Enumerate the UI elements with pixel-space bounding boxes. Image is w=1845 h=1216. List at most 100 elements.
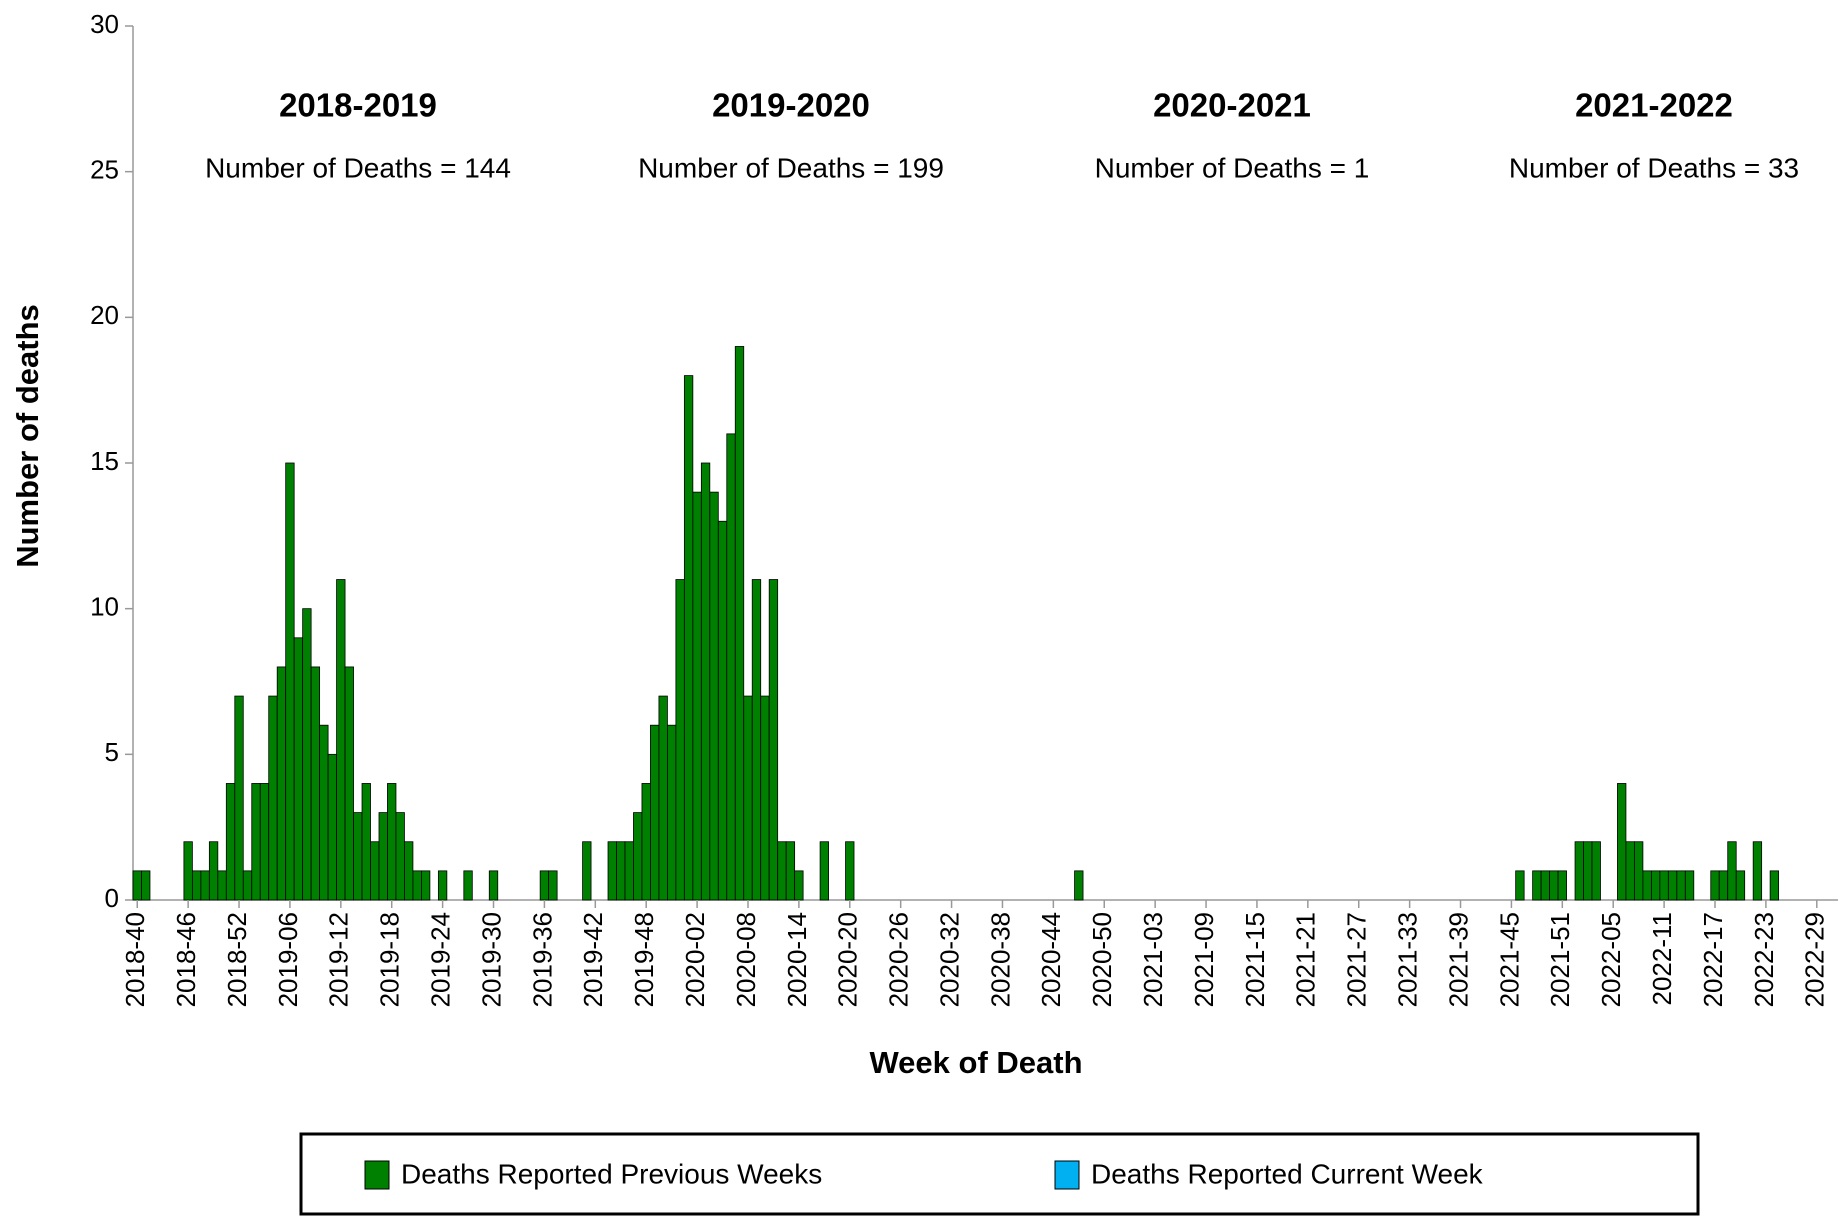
bar (616, 841, 626, 901)
bar (1735, 870, 1746, 901)
bar (412, 870, 422, 901)
x-tick-label: 2021-09 (1189, 912, 1219, 1007)
season-title: 2021-2022 (1575, 87, 1733, 124)
x-tick-label: 2019-06 (273, 912, 303, 1007)
bar (1549, 870, 1559, 901)
bar (751, 579, 762, 901)
x-tick-label: 2019-12 (324, 912, 354, 1007)
x-tick-label: 2019-42 (578, 912, 608, 1007)
x-tick-label: 2020-38 (985, 912, 1015, 1007)
bar (734, 346, 745, 901)
bar (225, 783, 236, 901)
bar (717, 520, 728, 901)
bar (1532, 870, 1542, 901)
bar (437, 870, 448, 901)
x-tick-label: 2022-17 (1698, 912, 1728, 1007)
bar (378, 812, 388, 901)
y-tick-label: 20 (90, 300, 119, 330)
bar (1583, 841, 1593, 901)
y-tick-label: 0 (105, 883, 119, 913)
bar (1752, 841, 1763, 901)
x-tick-label: 2022-23 (1749, 912, 1779, 1007)
season-total: Number of Deaths = 1 (1095, 152, 1370, 183)
bar (336, 579, 346, 901)
bar (777, 841, 787, 901)
bar (1540, 870, 1550, 901)
bar (353, 812, 363, 901)
bar (200, 870, 210, 901)
bar (1727, 841, 1737, 901)
bar (582, 841, 592, 901)
bar (268, 695, 278, 901)
bar (488, 870, 499, 901)
bar (760, 695, 770, 901)
bar (683, 375, 694, 901)
bar (302, 608, 312, 901)
x-tick-label: 2021-33 (1393, 912, 1423, 1007)
season-total: Number of Deaths = 144 (205, 152, 511, 183)
bar (650, 724, 660, 901)
x-tick-label: 2020-08 (731, 912, 761, 1007)
x-tick-label: 2018-52 (222, 912, 252, 1007)
bar (1557, 870, 1567, 901)
bar (191, 870, 202, 901)
y-tick-label: 15 (90, 446, 119, 476)
bar (1642, 870, 1652, 901)
x-tick-label: 2021-27 (1342, 912, 1372, 1007)
bar (421, 870, 431, 901)
x-tick-label: 2020-20 (833, 912, 863, 1007)
bar (208, 841, 219, 901)
bar (370, 841, 380, 901)
bar (234, 695, 244, 901)
legend-label: Deaths Reported Current Week (1091, 1158, 1484, 1189)
bar (539, 870, 550, 901)
bar (259, 783, 270, 901)
y-tick-label: 10 (90, 592, 119, 622)
bar (251, 783, 261, 901)
bar (548, 870, 558, 901)
bar (785, 841, 796, 901)
bar (709, 491, 719, 901)
x-tick-label: 2018-40 (120, 912, 150, 1007)
bar (132, 870, 142, 901)
bar (692, 491, 702, 901)
bar (658, 695, 668, 901)
bar (700, 462, 711, 901)
bar (242, 870, 253, 901)
y-tick-label: 25 (90, 155, 119, 185)
x-tick-label: 2022-11 (1647, 912, 1677, 1006)
bar (344, 666, 354, 901)
x-axis-title: Week of Death (869, 1045, 1082, 1080)
bar (310, 666, 321, 901)
bar (1659, 870, 1669, 901)
bar (293, 637, 304, 901)
bar (1676, 870, 1686, 901)
bar (624, 841, 634, 901)
x-tick-label: 2020-14 (782, 912, 812, 1007)
bar (1718, 870, 1729, 901)
bar (1515, 870, 1525, 901)
bar (819, 841, 829, 901)
bar (845, 841, 855, 901)
x-tick-label: 2019-36 (527, 912, 557, 1007)
legend-box (299, 1132, 1700, 1216)
legend-swatch (1054, 1160, 1080, 1190)
bar (1625, 841, 1635, 901)
bar (1634, 841, 1644, 901)
x-tick-label: 2019-30 (476, 912, 506, 1007)
bar (183, 841, 193, 901)
x-tick-label: 2019-24 (425, 912, 455, 1007)
bar (641, 783, 651, 901)
season-total: Number of Deaths = 199 (638, 152, 944, 183)
season-total: Number of Deaths = 33 (1509, 152, 1799, 183)
x-tick-label: 2021-39 (1443, 912, 1473, 1007)
bar (675, 579, 685, 901)
bar (387, 783, 397, 901)
bar (285, 462, 295, 901)
y-tick-label: 5 (105, 737, 119, 767)
bar (141, 870, 151, 901)
bar (1667, 870, 1678, 901)
x-tick-label: 2022-05 (1596, 912, 1626, 1007)
